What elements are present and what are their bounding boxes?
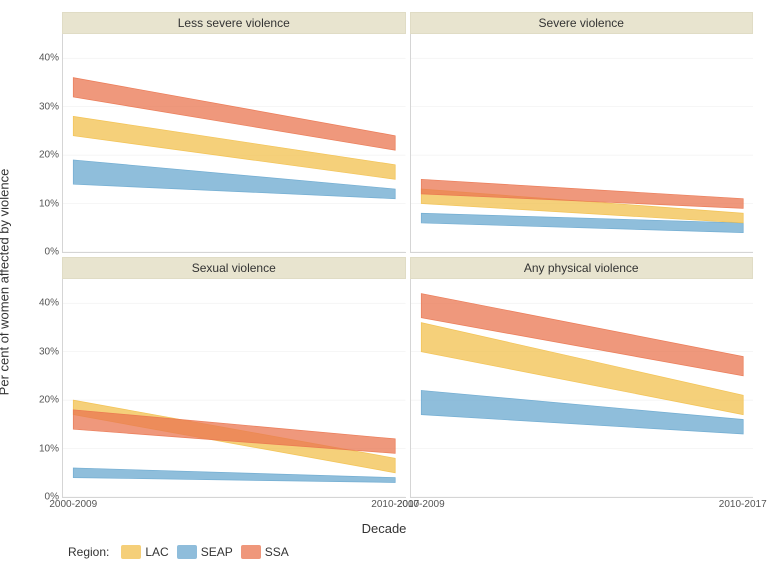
legend-item-ssa: SSA <box>241 545 289 559</box>
x-tick-label: 2010-2017 <box>719 499 767 510</box>
y-axis-label: Per cent of women affected by violence <box>0 169 12 396</box>
panel-0-1: Severe violence <box>410 12 754 253</box>
facet-grid: Less severe violence0%10%20%30%40%Severe… <box>60 10 755 500</box>
y-tick-label: 0% <box>45 247 59 258</box>
panel-1-0: Sexual violence0%10%20%30%40%2000-200920… <box>62 257 406 498</box>
x-axis-label: Decade <box>362 521 407 536</box>
y-tick-labels: 0%10%20%30%40% <box>29 279 59 497</box>
ribbon-ssa <box>73 410 395 454</box>
y-tick-label: 30% <box>39 101 59 112</box>
panel-title: Sexual violence <box>62 257 406 279</box>
legend-item-seap: SEAP <box>177 545 233 559</box>
legend-item-lac: LAC <box>121 545 168 559</box>
panel-title: Any physical violence <box>410 257 754 279</box>
panel-body: 0%10%20%30%40%2000-20092010-2017 <box>62 279 406 498</box>
y-tick-label: 10% <box>39 443 59 454</box>
panel-title: Less severe violence <box>62 12 406 34</box>
legend-label-lac: LAC <box>145 545 168 559</box>
panel-body: 2000-20092010-2017 <box>410 279 754 498</box>
legend-label-seap: SEAP <box>201 545 233 559</box>
legend-swatch-ssa <box>241 545 261 559</box>
x-tick-label: 2000-2009 <box>397 499 445 510</box>
panel-body <box>410 34 754 253</box>
panel-svg <box>411 34 754 252</box>
panel-svg <box>63 34 406 252</box>
x-tick-label: 2000-2009 <box>49 499 97 510</box>
legend-swatch-lac <box>121 545 141 559</box>
panel-1-1: Any physical violence2000-20092010-2017 <box>410 257 754 498</box>
y-tick-label: 40% <box>39 53 59 64</box>
legend-swatch-seap <box>177 545 197 559</box>
x-tick-labels: 2000-20092010-2017 <box>63 499 406 513</box>
y-tick-label: 30% <box>39 346 59 357</box>
y-tick-labels: 0%10%20%30%40% <box>29 34 59 252</box>
legend-label-ssa: SSA <box>265 545 289 559</box>
panel-body: 0%10%20%30%40% <box>62 34 406 253</box>
panel-svg <box>411 279 754 497</box>
panel-title: Severe violence <box>410 12 754 34</box>
x-tick-labels: 2000-20092010-2017 <box>411 499 754 513</box>
ribbon-seap <box>73 468 395 483</box>
y-tick-label: 20% <box>39 395 59 406</box>
legend-title: Region: <box>68 545 109 559</box>
panel-svg <box>63 279 406 497</box>
y-tick-label: 10% <box>39 198 59 209</box>
legend: Region: LAC SEAP SSA <box>68 545 297 559</box>
panel-0-0: Less severe violence0%10%20%30%40% <box>62 12 406 253</box>
y-tick-label: 40% <box>39 298 59 309</box>
y-tick-label: 20% <box>39 150 59 161</box>
